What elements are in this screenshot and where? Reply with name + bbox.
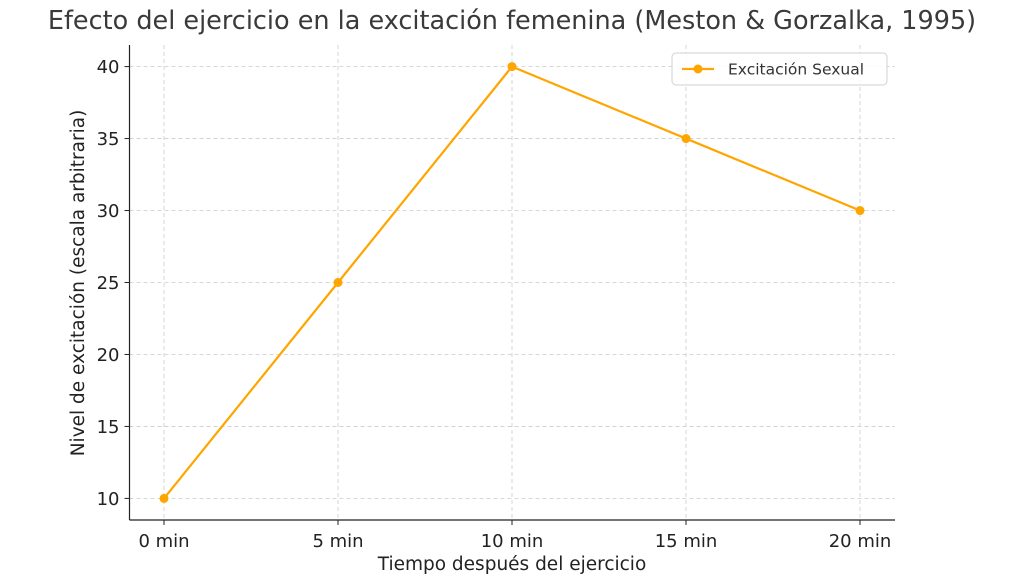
legend-box [671, 52, 888, 86]
y-tick-label: 30 [97, 201, 120, 222]
data-point [855, 206, 865, 216]
y-axis-label: Nivel de excitación (escala arbitraria) [68, 110, 89, 457]
x-ticks: 0 min 5 min 10 min 15 min 20 min [138, 520, 891, 552]
chart-title: Efecto del ejercicio en la excitación fe… [47, 6, 977, 36]
x-tick-label: 10 min [481, 531, 544, 552]
y-tick-label: 40 [97, 57, 120, 78]
legend: Excitación Sexual [671, 52, 888, 86]
y-tick-label: 20 [97, 345, 120, 366]
legend-marker-swatch [693, 64, 703, 74]
x-tick-label: 5 min [312, 531, 363, 552]
grid-lines [129, 45, 895, 520]
data-point [333, 278, 343, 287]
x-axis-label: Tiempo después del ejercicio [377, 554, 647, 575]
y-tick-label: 15 [97, 417, 120, 438]
data-point [159, 493, 169, 503]
y-tick-label: 10 [97, 489, 120, 510]
series-layer [159, 62, 865, 503]
x-tick-label: 0 min [138, 531, 189, 552]
x-tick-label: 15 min [655, 531, 718, 552]
legend-label: Excitación Sexual [728, 61, 864, 79]
data-point [507, 62, 517, 72]
x-tick-label: 20 min [829, 531, 892, 552]
y-tick-label: 25 [97, 273, 120, 294]
data-point [681, 134, 691, 144]
y-ticks: 10 15 20 25 30 35 40 [97, 57, 130, 510]
y-tick-label: 35 [97, 129, 120, 150]
